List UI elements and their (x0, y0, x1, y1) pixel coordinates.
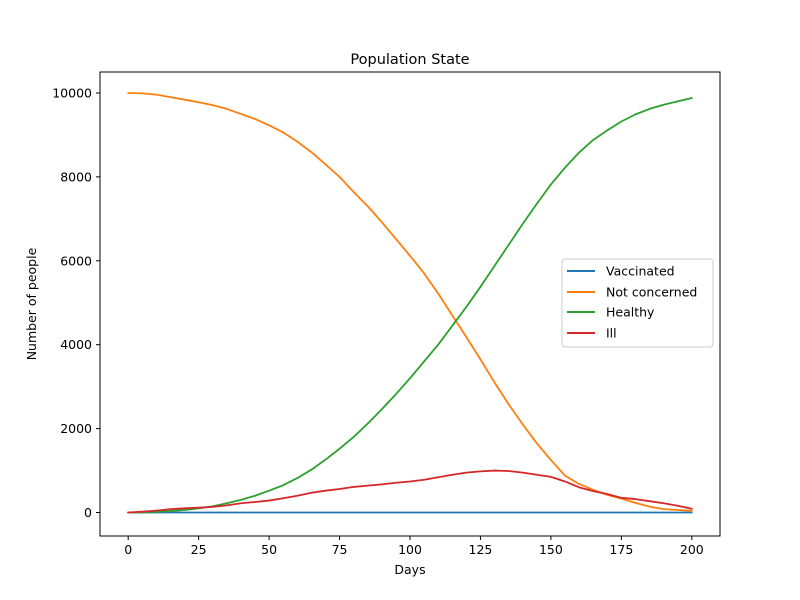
y-tick-label: 4000 (60, 337, 92, 352)
y-tick-label: 2000 (60, 421, 92, 436)
series-line-ill (127, 469, 693, 514)
y-axis-ticks: 0 2000 4000 6000 8000 10000 (52, 85, 100, 520)
y-tick-label: 0 (84, 505, 92, 520)
x-tick-label: 125 (469, 542, 493, 557)
x-axis-label: Days (394, 562, 425, 577)
x-tick-label: 150 (539, 542, 563, 557)
x-tick-label: 0 (124, 542, 132, 557)
legend-box (561, 258, 714, 348)
x-tick-label: 100 (398, 542, 422, 557)
chart-title: Population State (350, 52, 469, 68)
legend-label-ill: Ill (606, 326, 617, 341)
x-tick-label: 50 (261, 542, 277, 557)
x-tick-label: 25 (191, 542, 207, 557)
y-tick-label: 6000 (60, 253, 92, 268)
y-tick-label: 8000 (60, 169, 92, 184)
legend-label-healthy: Healthy (606, 305, 655, 320)
legend: Vaccinated Not concerned Healthy Ill (561, 258, 714, 348)
plot-lines (127, 92, 693, 514)
series-line-healthy (127, 97, 693, 514)
x-axis-ticks: 0 25 50 75 100 125 150 175 200 (124, 536, 704, 557)
y-axis-label: Number of people (24, 247, 39, 360)
legend-label-not-concerned: Not concerned (606, 285, 697, 300)
x-tick-label: 175 (609, 542, 633, 557)
x-tick-label: 200 (680, 542, 704, 557)
y-tick-label: 10000 (52, 85, 92, 100)
x-tick-label: 75 (332, 542, 348, 557)
legend-label-vaccinated: Vaccinated (606, 264, 675, 279)
